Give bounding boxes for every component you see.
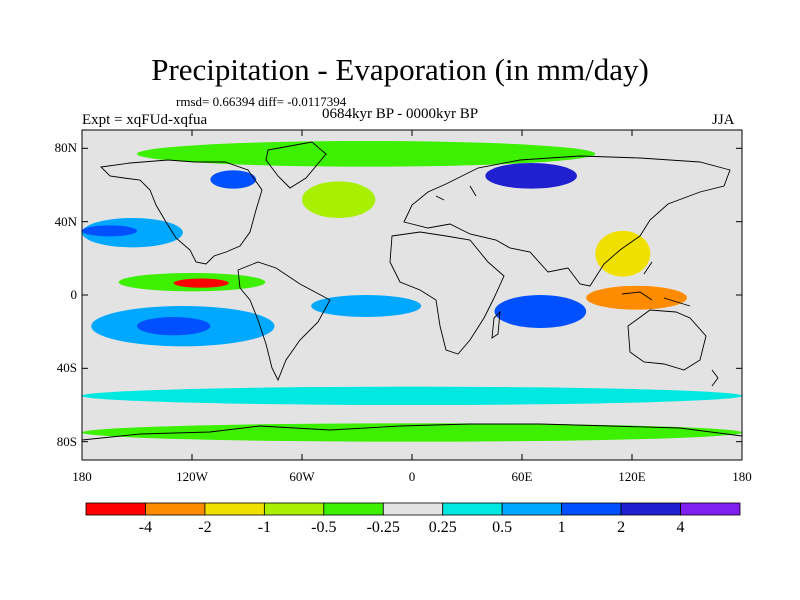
y-tick-label: 80S xyxy=(56,433,77,449)
coast-madagascar xyxy=(491,310,501,339)
colorbar-swatch xyxy=(442,502,503,516)
colorbar-label: -0.5 xyxy=(311,519,337,536)
stats-label: rmsd= 0.66394 diff= -0.0117394 xyxy=(176,94,347,109)
experiment-label: Expt = xqFUd-xqfua xyxy=(82,112,208,128)
colorbar-label: -0.25 xyxy=(366,519,400,536)
colorbar-label: 1 xyxy=(557,519,566,536)
colorbar-label: -4 xyxy=(138,519,153,536)
region-siberia-wet xyxy=(485,163,577,189)
colorbar-swatch xyxy=(323,502,384,516)
colorbar-label: -1 xyxy=(257,519,272,536)
colorbar-label: 0.5 xyxy=(492,519,513,536)
region-arctic-green xyxy=(136,141,596,167)
x-tick-label: 0 xyxy=(408,469,416,484)
region-indian-ocean-wet xyxy=(494,295,587,328)
axis-ticks xyxy=(81,130,743,460)
coast-greenland xyxy=(265,141,327,189)
season-label: JJA xyxy=(712,112,735,128)
colorbar-label: 4 xyxy=(676,519,685,536)
coastlines xyxy=(82,141,742,441)
coast-africa xyxy=(389,231,505,355)
map-title: Precipitation - Evaporation (in mm/day) xyxy=(151,52,649,87)
x-tick-label: 120E xyxy=(618,469,646,484)
coast-north-america xyxy=(100,159,263,265)
x-tick-label: 180 xyxy=(72,469,92,484)
anomaly-regions xyxy=(82,141,742,442)
region-southern-ocean xyxy=(82,386,742,406)
coast-south-america xyxy=(237,261,331,382)
region-north-pacific-core xyxy=(82,225,137,237)
x-tick-label: 120W xyxy=(176,469,208,484)
region-south-pacific-core xyxy=(137,317,211,336)
region-west-pacific-wet xyxy=(650,240,742,286)
colorbar-swatch xyxy=(145,502,206,516)
colorbar-swatch xyxy=(680,502,741,516)
colorbar-swatch xyxy=(263,502,325,516)
colorbar-swatch xyxy=(561,502,622,516)
x-tick-label: 180 xyxy=(732,469,752,484)
y-tick-label: 80N xyxy=(54,140,77,156)
region-north-atlantic xyxy=(302,181,376,219)
region-maritime-dry xyxy=(586,285,687,310)
region-east-pacific-dry xyxy=(173,278,229,288)
colorbar-swatch xyxy=(501,502,563,516)
region-canada-wet xyxy=(210,170,257,189)
region-tropical-atlantic xyxy=(311,295,422,317)
coast-antarctica xyxy=(82,423,742,441)
y-tick-label: 40S xyxy=(56,360,77,376)
colorbar xyxy=(85,502,741,516)
region-east-asia-dry xyxy=(595,230,651,277)
period-label: 0684kyr BP - 0000kyr BP xyxy=(322,106,479,122)
y-tick-label: 0 xyxy=(70,287,78,302)
colorbar-swatch xyxy=(204,502,265,516)
colorbar-swatch xyxy=(620,502,681,516)
colorbar-swatch xyxy=(85,502,146,516)
colorbar-label: 2 xyxy=(617,519,626,536)
x-tick-label: 60W xyxy=(289,469,315,484)
colorbar-label: -2 xyxy=(198,519,212,536)
coast-islands xyxy=(435,185,719,387)
coast-eurasia xyxy=(403,155,731,287)
colorbar-swatch xyxy=(382,502,444,516)
coast-australia xyxy=(627,309,707,371)
y-tick-label: 40N xyxy=(54,213,77,229)
x-tick-label: 60E xyxy=(511,469,533,484)
colorbar-label: 0.25 xyxy=(428,519,457,536)
